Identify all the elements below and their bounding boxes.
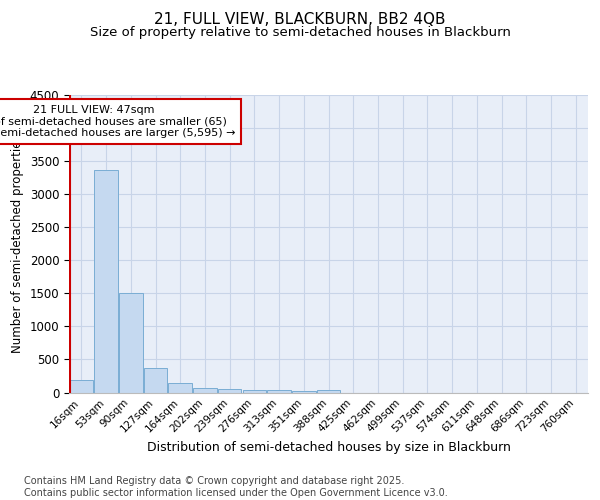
Bar bbox=[317, 390, 340, 392]
Bar bbox=[218, 389, 241, 392]
Text: 21, FULL VIEW, BLACKBURN, BB2 4QB: 21, FULL VIEW, BLACKBURN, BB2 4QB bbox=[154, 12, 446, 28]
Bar bbox=[242, 390, 266, 392]
Text: Contains HM Land Registry data © Crown copyright and database right 2025.
Contai: Contains HM Land Registry data © Crown c… bbox=[24, 476, 448, 498]
Bar bbox=[94, 170, 118, 392]
Y-axis label: Number of semi-detached properties: Number of semi-detached properties bbox=[11, 134, 24, 353]
Text: Size of property relative to semi-detached houses in Blackburn: Size of property relative to semi-detach… bbox=[89, 26, 511, 39]
Bar bbox=[268, 390, 291, 392]
Bar bbox=[169, 383, 192, 392]
Bar bbox=[292, 390, 316, 392]
Bar bbox=[70, 380, 93, 392]
Text: 21 FULL VIEW: 47sqm
← 1% of semi-detached houses are smaller (65)
99% of semi-de: 21 FULL VIEW: 47sqm ← 1% of semi-detache… bbox=[0, 105, 235, 138]
Bar bbox=[119, 294, 143, 392]
Bar bbox=[144, 368, 167, 392]
X-axis label: Distribution of semi-detached houses by size in Blackburn: Distribution of semi-detached houses by … bbox=[146, 441, 511, 454]
Bar bbox=[193, 388, 217, 392]
